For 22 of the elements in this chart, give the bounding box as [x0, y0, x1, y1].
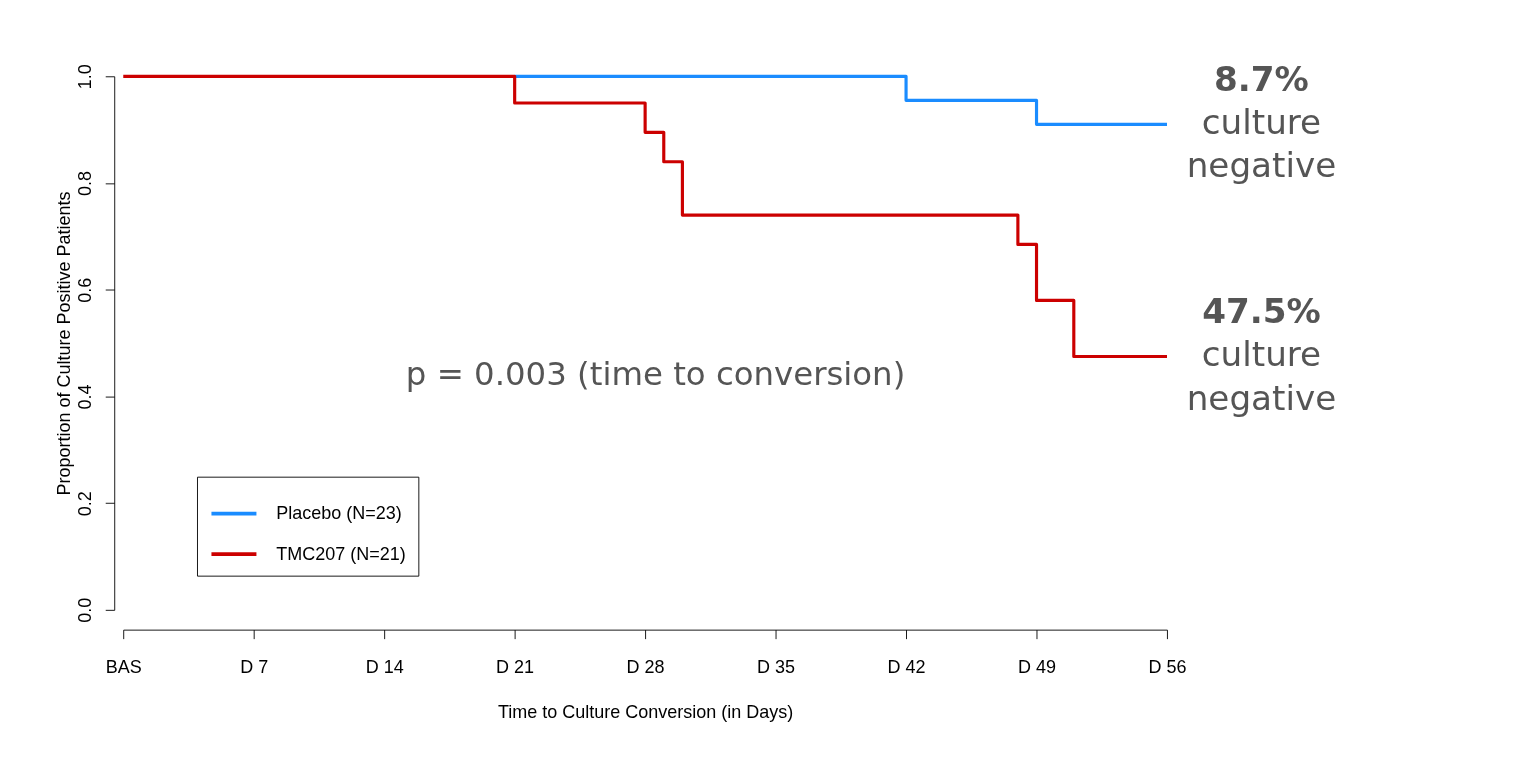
x-tick-label: D 28 — [626, 657, 665, 678]
x-tick-label: D 35 — [757, 657, 796, 678]
x-tick-label: D 49 — [1017, 657, 1056, 678]
annotation: 47.5% culture negative — [1186, 291, 1337, 418]
x-axis-title: Time to Culture Conversion (in Days) — [497, 702, 794, 723]
x-tick-label: BAS — [105, 657, 142, 678]
x-tick-label: D 56 — [1148, 657, 1187, 678]
y-tick-label: 0.2 — [75, 491, 96, 517]
x-tick-label: D 21 — [496, 657, 535, 678]
annotation: 8.7% culture negative — [1186, 59, 1337, 186]
legend-label: Placebo (N=23) — [276, 503, 402, 524]
x-tick-label: D 7 — [240, 657, 269, 678]
x-tick-label: D 14 — [365, 657, 404, 678]
legend-label: TMC207 (N=21) — [276, 543, 406, 564]
y-tick-label: 0.6 — [75, 277, 96, 303]
y-tick-label: 0.8 — [75, 170, 96, 196]
y-axis-title: Proportion of Culture Positive Patients — [53, 191, 74, 496]
y-tick-label: 0.4 — [75, 384, 96, 410]
y-tick-label: 1.0 — [75, 64, 96, 90]
annotation: p = 0.003 (time to conversion) — [405, 355, 906, 394]
x-tick-label: D 42 — [887, 657, 926, 678]
y-tick-label: 0.0 — [75, 597, 96, 623]
